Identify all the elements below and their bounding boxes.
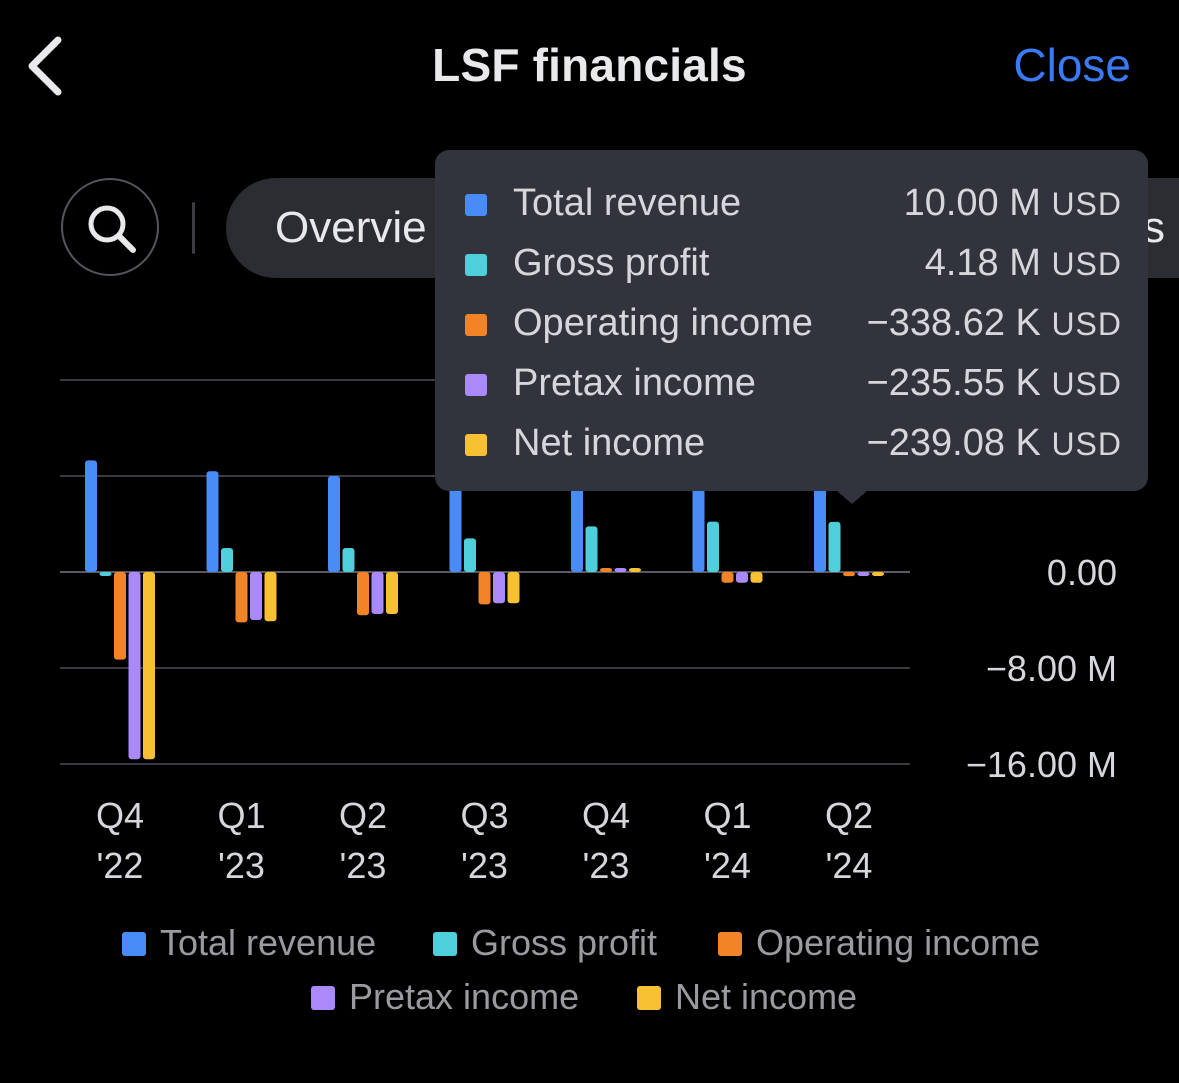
- legend-swatch: [637, 986, 661, 1010]
- bar-total-revenue-0[interactable]: [85, 460, 97, 572]
- bar-pretax-income-3[interactable]: [493, 572, 505, 604]
- bar-operating-income-2[interactable]: [357, 572, 369, 616]
- tooltip-value: −338.62 K USD: [867, 302, 1122, 345]
- tooltip-value-number: −338.62 K: [866, 302, 1041, 344]
- y-tick-label: −16.00 M: [966, 744, 1117, 785]
- bar-pretax-income-2[interactable]: [371, 572, 384, 614]
- tooltip-value: −239.08 K USD: [867, 422, 1122, 465]
- tooltip-value-number: −239.08 K: [866, 422, 1041, 464]
- bar-pretax-income-5[interactable]: [736, 572, 748, 583]
- bar-operating-income-0[interactable]: [114, 572, 126, 660]
- legend-swatch: [311, 986, 335, 1010]
- tooltip-row-operating-income: Operating income −338.62 K USD: [465, 302, 1122, 362]
- search-button[interactable]: [61, 178, 159, 276]
- legend-swatch: [122, 932, 146, 956]
- back-button[interactable]: [22, 34, 72, 98]
- tooltip-value-unit: USD: [1051, 306, 1122, 342]
- tab-overflow-label: s: [1143, 203, 1165, 252]
- x-tick-label: Q1'24: [703, 795, 751, 886]
- bar-operating-income-4[interactable]: [600, 568, 612, 572]
- bar-net-income-1[interactable]: [264, 572, 277, 622]
- x-tick-label: Q4'22: [96, 795, 144, 886]
- toolbar-divider: [192, 202, 195, 254]
- bar-operating-income-3[interactable]: [478, 572, 491, 605]
- tooltip-value: 4.18 M USD: [925, 242, 1122, 285]
- tooltip-pointer: [836, 490, 868, 504]
- bar-pretax-income-0[interactable]: [128, 572, 141, 760]
- bar-total-revenue-2[interactable]: [328, 476, 340, 572]
- bar-net-income-3[interactable]: [507, 572, 520, 604]
- tooltip-value-number: 10.00 M: [903, 182, 1041, 224]
- tooltip-label: Net income: [513, 422, 706, 464]
- legend-label: Pretax income: [349, 976, 580, 1017]
- tooltip-value: 10.00 M USD: [904, 182, 1122, 225]
- tooltip-swatch: [465, 194, 487, 216]
- legend-swatch: [718, 932, 742, 956]
- bar-total-revenue-3[interactable]: [449, 480, 462, 572]
- bar-net-income-6[interactable]: [872, 572, 884, 576]
- legend-label: Gross profit: [471, 922, 658, 963]
- bar-total-revenue-4[interactable]: [571, 477, 583, 572]
- x-tick-label: Q2'23: [339, 795, 387, 886]
- bar-net-income-5[interactable]: [750, 572, 763, 583]
- tooltip-row-pretax-income: Pretax income −235.55 K USD: [465, 362, 1122, 422]
- legend-label: Net income: [675, 976, 858, 1017]
- bar-gross-profit-3[interactable]: [464, 538, 476, 572]
- bar-operating-income-5[interactable]: [721, 572, 734, 583]
- tooltip-label: Gross profit: [513, 242, 710, 284]
- bar-net-income-2[interactable]: [386, 572, 398, 614]
- bar-gross-profit-2[interactable]: [342, 548, 355, 572]
- bar-net-income-4[interactable]: [629, 568, 641, 572]
- bar-operating-income-6[interactable]: [843, 572, 855, 577]
- x-tick-label: Q2'24: [825, 795, 873, 886]
- tooltip-value-unit: USD: [1051, 366, 1122, 402]
- page-title: LSF financials: [432, 39, 747, 91]
- x-tick-label: Q3'23: [460, 795, 508, 886]
- chevron-left-icon: [28, 36, 62, 96]
- bar-operating-income-1[interactable]: [235, 572, 248, 623]
- tooltip-value: −235.55 K USD: [867, 362, 1122, 405]
- x-tick-label: Q1'23: [217, 795, 265, 886]
- search-icon: [88, 205, 136, 253]
- bar-gross-profit-6[interactable]: [828, 521, 841, 572]
- bar-net-income-0[interactable]: [143, 572, 155, 760]
- tooltip-swatch: [465, 314, 487, 336]
- x-tick-label: Q4'23: [582, 795, 630, 886]
- bar-gross-profit-5[interactable]: [707, 521, 719, 572]
- tooltip-label: Operating income: [513, 302, 813, 344]
- tooltip-value-unit: USD: [1051, 426, 1122, 462]
- tooltip-label: Total revenue: [513, 182, 742, 224]
- bar-gross-profit-1[interactable]: [221, 548, 233, 572]
- tooltip-value-unit: USD: [1051, 186, 1122, 222]
- tooltip-swatch: [465, 254, 487, 276]
- legend-label: Total revenue: [160, 922, 377, 963]
- legend-label: Operating income: [756, 922, 1041, 963]
- chart-tooltip: Total revenue 10.00 M USD Gross profit 4…: [435, 150, 1148, 491]
- tooltip-value-unit: USD: [1051, 246, 1122, 282]
- bar-pretax-income-1[interactable]: [250, 572, 262, 620]
- y-tick-label: 0.00: [1047, 552, 1117, 593]
- bar-gross-profit-4[interactable]: [585, 526, 598, 572]
- tooltip-row-net-income: Net income −239.08 K USD: [465, 422, 1122, 482]
- bar-gross-profit-0[interactable]: [99, 572, 112, 576]
- tooltip-label: Pretax income: [513, 362, 756, 404]
- tooltip-row-total-revenue: Total revenue 10.00 M USD: [465, 182, 1122, 242]
- tab-overview-label: Overvie: [275, 203, 427, 252]
- bar-total-revenue-1[interactable]: [206, 471, 219, 572]
- bar-pretax-income-6[interactable]: [857, 572, 870, 576]
- tooltip-row-gross-profit: Gross profit 4.18 M USD: [465, 242, 1122, 302]
- y-tick-label: −8.00 M: [986, 648, 1117, 689]
- legend-swatch: [433, 932, 457, 956]
- close-button[interactable]: Close: [1013, 39, 1131, 91]
- tooltip-swatch: [465, 434, 487, 456]
- bar-total-revenue-5[interactable]: [692, 476, 705, 572]
- tooltip-value-number: 4.18 M: [924, 242, 1041, 284]
- bar-pretax-income-4[interactable]: [614, 568, 627, 572]
- tooltip-value-number: −235.55 K: [866, 362, 1041, 404]
- tooltip-swatch: [465, 374, 487, 396]
